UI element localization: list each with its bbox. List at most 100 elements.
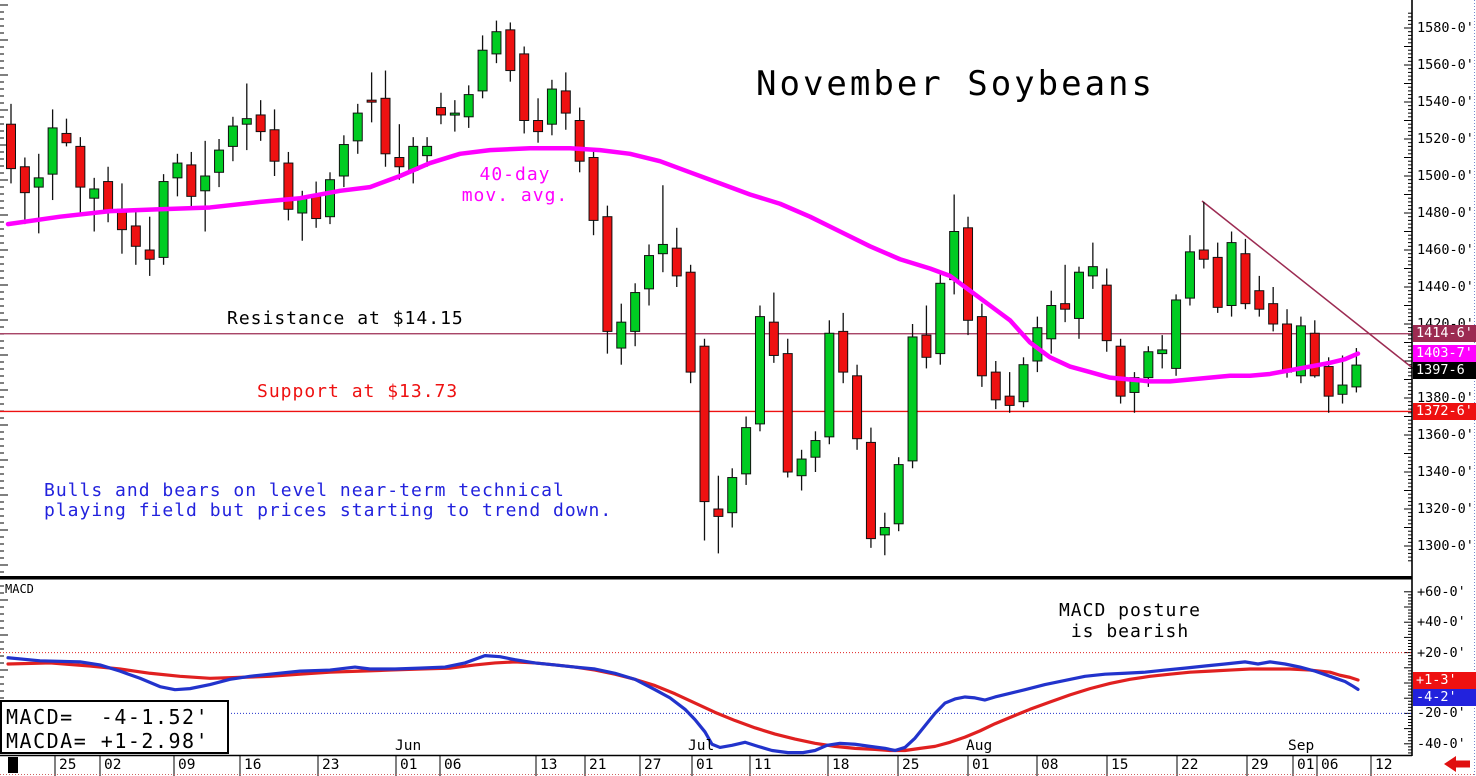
price-tick-label: 1460-0' xyxy=(1417,242,1474,258)
price-tick-label: 1560-0' xyxy=(1417,57,1474,73)
candle xyxy=(685,264,696,384)
price-tick-label: 1300-0' xyxy=(1417,538,1474,554)
price-chip: 1403-7' xyxy=(1413,345,1476,363)
macd-line xyxy=(6,654,1360,755)
ma-label-line2: mov. avg. xyxy=(461,185,569,206)
macd-chip: -4-2' xyxy=(1413,689,1476,707)
candle xyxy=(214,139,225,188)
candle xyxy=(976,303,987,387)
candle xyxy=(963,216,974,336)
candle xyxy=(657,185,668,273)
candle xyxy=(1101,268,1112,352)
date-label: 18 xyxy=(832,757,850,773)
candle xyxy=(533,98,544,143)
price-tick-label: 1380-0' xyxy=(1417,390,1474,406)
candle xyxy=(325,172,336,225)
commentary-line2: playing field but prices starting to tre… xyxy=(44,500,613,521)
price-tick-label: 1540-0' xyxy=(1417,94,1474,110)
price-tick-label: 1480-0' xyxy=(1417,205,1474,221)
candle xyxy=(505,22,516,82)
candle xyxy=(227,116,238,162)
candle xyxy=(588,148,599,236)
resistance-label: Resistance at $14.15 xyxy=(227,308,464,329)
price-tick-label: 1520-0' xyxy=(1417,131,1474,147)
candle xyxy=(699,338,710,541)
date-label: 09 xyxy=(178,757,196,773)
candle xyxy=(366,72,377,123)
candle xyxy=(879,512,890,556)
date-label: 13 xyxy=(540,757,558,773)
month-label: Sep xyxy=(1288,738,1315,754)
candle xyxy=(435,92,446,125)
candle xyxy=(865,427,876,548)
candle xyxy=(338,135,349,188)
candle xyxy=(255,100,266,141)
candle xyxy=(449,100,460,132)
price-chip: 1414-6' xyxy=(1413,325,1476,343)
candle xyxy=(671,227,682,287)
candle xyxy=(1004,372,1015,413)
candle xyxy=(921,305,932,369)
candle xyxy=(782,338,793,478)
candle xyxy=(200,140,211,232)
candle xyxy=(1115,338,1126,404)
date-label: 27 xyxy=(644,757,662,773)
month-label: Jul xyxy=(688,738,715,754)
macd-posture-line2: is bearish xyxy=(1070,621,1190,642)
candle xyxy=(1226,231,1237,317)
commentary: Bulls and bears on level near-term techn… xyxy=(44,481,612,521)
candle xyxy=(75,137,86,213)
candle xyxy=(1157,335,1168,369)
macd-tick-label: +40-0' xyxy=(1417,614,1466,631)
candle xyxy=(1171,294,1182,376)
candle xyxy=(810,431,821,472)
candle xyxy=(158,174,169,265)
candle xyxy=(1212,242,1223,313)
candle xyxy=(130,211,141,265)
candle xyxy=(519,46,530,134)
macd-tick-label: -20-0' xyxy=(1417,705,1466,722)
moving-average-line xyxy=(5,146,1361,384)
date-label: 16 xyxy=(244,757,262,773)
candle xyxy=(116,183,127,254)
candle xyxy=(47,109,58,201)
candle xyxy=(1018,357,1029,408)
scrollbar-thumb[interactable] xyxy=(8,757,18,773)
candle xyxy=(852,364,863,450)
date-label: 02 xyxy=(104,757,122,773)
candle xyxy=(1254,275,1265,317)
candle xyxy=(713,475,724,554)
price-chip: 1372-6' xyxy=(1413,402,1476,420)
candle xyxy=(422,137,433,167)
panel-separator xyxy=(0,576,1412,580)
candle xyxy=(1337,355,1348,404)
ma-label-line1: 40-day xyxy=(479,164,551,185)
candle xyxy=(824,320,835,445)
date-label: 25 xyxy=(59,757,77,773)
candle xyxy=(1240,238,1251,310)
chart-title: November Soybeans xyxy=(756,64,1155,104)
candle xyxy=(935,272,946,365)
candle xyxy=(311,181,322,228)
date-label: 06 xyxy=(1321,757,1339,773)
scroll-left-arrow-icon[interactable] xyxy=(1444,756,1470,772)
date-label: 01 xyxy=(696,757,714,773)
candle xyxy=(172,153,183,197)
candle xyxy=(6,103,16,184)
candle xyxy=(352,103,363,154)
candle xyxy=(1295,316,1306,384)
candle xyxy=(1060,264,1071,323)
candle xyxy=(186,151,197,210)
candle xyxy=(574,107,585,173)
candle xyxy=(463,85,474,128)
support-label: Support at $13.73 xyxy=(257,381,459,402)
price-chip: 1397-6 xyxy=(1413,362,1476,380)
macd-posture-note: MACD posture is bearish xyxy=(1048,600,1212,642)
candle xyxy=(630,283,641,347)
price-tick-label: 1580-0' xyxy=(1417,20,1474,36)
date-label: 11 xyxy=(754,757,772,773)
price-tick-label: 1340-0' xyxy=(1417,464,1474,480)
date-label: 23 xyxy=(322,757,340,773)
commentary-line1: Bulls and bears on level near-term techn… xyxy=(44,480,565,501)
